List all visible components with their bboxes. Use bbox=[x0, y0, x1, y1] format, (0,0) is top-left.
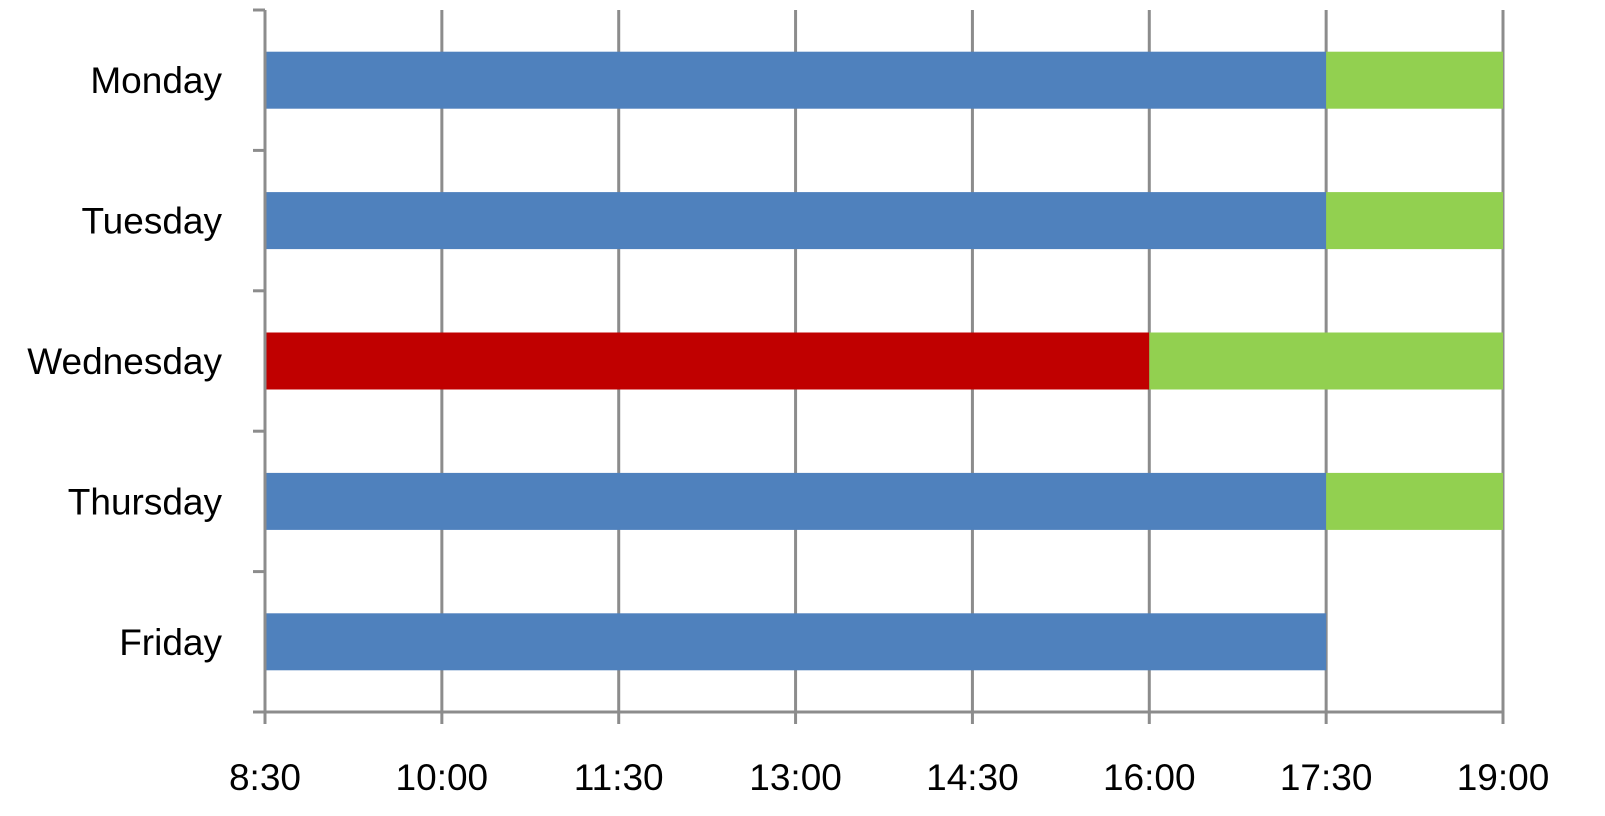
x-tick-label-6: 17:30 bbox=[1280, 757, 1373, 798]
day-label-monday: Monday bbox=[90, 60, 222, 101]
bar-segment-monday-0 bbox=[265, 51, 1327, 109]
day-label-friday: Friday bbox=[119, 622, 222, 663]
x-tick-label-7: 19:00 bbox=[1457, 757, 1550, 798]
x-tick-label-0: 8:30 bbox=[229, 757, 301, 798]
bar-segment-thursday-1 bbox=[1326, 472, 1503, 530]
bar-segment-monday-1 bbox=[1326, 51, 1503, 109]
bar-segment-wednesday-0 bbox=[265, 332, 1150, 390]
bar-segment-thursday-0 bbox=[265, 472, 1327, 530]
bar-segment-tuesday-0 bbox=[265, 192, 1327, 250]
bar-segment-wednesday-1 bbox=[1149, 332, 1503, 390]
bar-segment-friday-0 bbox=[265, 613, 1327, 671]
axes bbox=[253, 8, 1505, 724]
bar-segment-tuesday-1 bbox=[1326, 192, 1503, 250]
x-tick-label-2: 11:30 bbox=[574, 757, 664, 798]
day-label-wednesday: Wednesday bbox=[27, 341, 222, 382]
day-label-thursday: Thursday bbox=[68, 481, 223, 522]
x-tick-label-1: 10:00 bbox=[396, 757, 489, 798]
axis-labels: Monday Tuesday Wednesday Thursday Friday 8:30… bbox=[27, 60, 1549, 798]
x-tick-label-4: 14:30 bbox=[926, 757, 1019, 798]
day-label-tuesday: Tuesday bbox=[81, 201, 222, 242]
bar-segments bbox=[265, 51, 1503, 671]
x-tick-label-3: 13:00 bbox=[749, 757, 842, 798]
x-tick-label-5: 16:00 bbox=[1103, 757, 1196, 798]
